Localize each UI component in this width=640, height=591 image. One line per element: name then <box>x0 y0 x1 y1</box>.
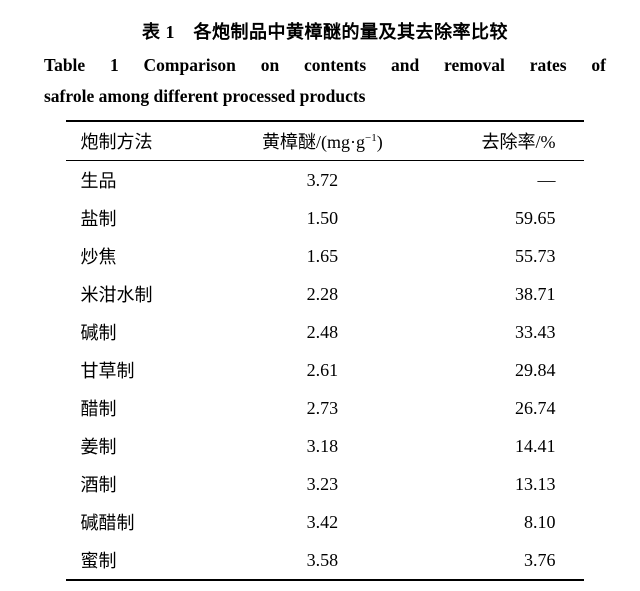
cell-rate: 38.71 <box>408 275 584 313</box>
cell-value: 2.28 <box>237 275 408 313</box>
table-row: 醋制2.7326.74 <box>66 389 583 427</box>
table-row: 姜制3.1814.41 <box>66 427 583 465</box>
cell-rate: — <box>408 161 584 200</box>
cell-rate: 59.65 <box>408 199 584 237</box>
cell-value: 3.23 <box>237 465 408 503</box>
col-header-value: 黄樟醚/(mg·g−1) <box>237 121 408 161</box>
cell-method: 姜制 <box>66 427 237 465</box>
table-row: 蜜制3.583.76 <box>66 541 583 580</box>
table-body: 生品3.72—盐制1.5059.65炒焦1.6555.73米泔水制2.2838.… <box>66 161 583 581</box>
cell-value: 3.18 <box>237 427 408 465</box>
table-row: 米泔水制2.2838.71 <box>66 275 583 313</box>
cell-rate: 29.84 <box>408 351 584 389</box>
table-row: 碱醋制3.428.10 <box>66 503 583 541</box>
col-header-rate: 去除率/% <box>408 121 584 161</box>
cell-rate: 8.10 <box>408 503 584 541</box>
cell-value: 3.42 <box>237 503 408 541</box>
table-caption-cn: 表 1 各炮制品中黄樟醚的量及其去除率比较 <box>44 18 606 44</box>
table-row: 酒制3.2313.13 <box>66 465 583 503</box>
col-header-value-main: 黄樟醚/(mg·g <box>262 132 365 152</box>
cell-method: 炒焦 <box>66 237 237 275</box>
cell-value: 1.50 <box>237 199 408 237</box>
cell-method: 蜜制 <box>66 541 237 580</box>
cell-method: 甘草制 <box>66 351 237 389</box>
table-row: 碱制2.4833.43 <box>66 313 583 351</box>
cell-rate: 13.13 <box>408 465 584 503</box>
cell-value: 3.58 <box>237 541 408 580</box>
cell-method: 盐制 <box>66 199 237 237</box>
col-header-value-tail: ) <box>377 132 383 152</box>
data-table: 炮制方法 黄樟醚/(mg·g−1) 去除率/% 生品3.72—盐制1.5059.… <box>66 120 583 581</box>
page-container: 表 1 各炮制品中黄樟醚的量及其去除率比较 Table 1 Comparison… <box>0 0 640 591</box>
cell-method: 醋制 <box>66 389 237 427</box>
table-caption-en-line1: Table 1 Comparison on contents and remov… <box>44 52 606 79</box>
cell-value: 3.72 <box>237 161 408 200</box>
cell-value: 2.73 <box>237 389 408 427</box>
table-header-row: 炮制方法 黄樟醚/(mg·g−1) 去除率/% <box>66 121 583 161</box>
col-header-method: 炮制方法 <box>66 121 237 161</box>
cell-method: 米泔水制 <box>66 275 237 313</box>
cell-method: 酒制 <box>66 465 237 503</box>
table-row: 生品3.72— <box>66 161 583 200</box>
cell-rate: 33.43 <box>408 313 584 351</box>
table-row: 盐制1.5059.65 <box>66 199 583 237</box>
cell-rate: 55.73 <box>408 237 584 275</box>
cell-value: 1.65 <box>237 237 408 275</box>
cell-rate: 3.76 <box>408 541 584 580</box>
cell-rate: 14.41 <box>408 427 584 465</box>
cell-value: 2.48 <box>237 313 408 351</box>
cell-method: 碱制 <box>66 313 237 351</box>
cell-method: 生品 <box>66 161 237 200</box>
cell-value: 2.61 <box>237 351 408 389</box>
table-caption-en-line2: safrole among different processed produc… <box>44 83 606 110</box>
table-row: 甘草制2.6129.84 <box>66 351 583 389</box>
cell-method: 碱醋制 <box>66 503 237 541</box>
cell-rate: 26.74 <box>408 389 584 427</box>
table-row: 炒焦1.6555.73 <box>66 237 583 275</box>
col-header-value-sup: −1 <box>365 132 377 144</box>
